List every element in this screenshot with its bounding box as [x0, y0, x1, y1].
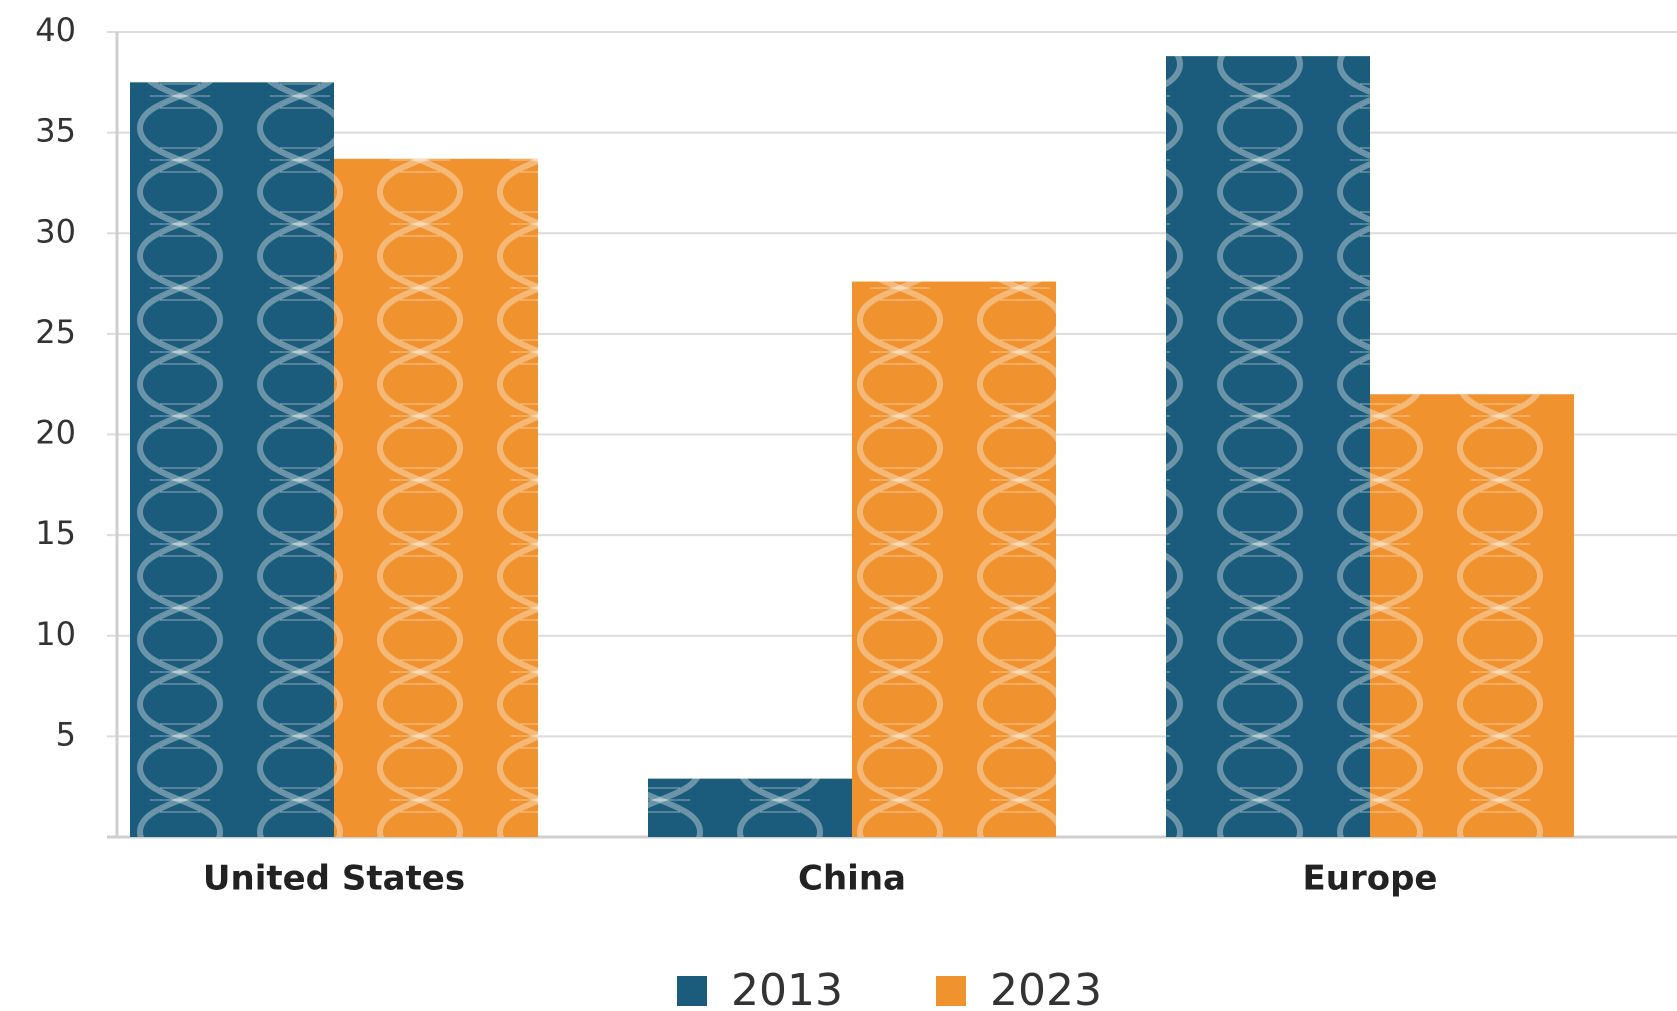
y-tick-label: 20	[35, 414, 76, 452]
bar-pattern	[648, 778, 852, 837]
bar-pattern	[130, 82, 334, 837]
x-tick-label: United States	[203, 859, 465, 899]
bar-pattern	[1370, 394, 1574, 837]
y-tick-label: 40	[35, 11, 76, 49]
bar-pattern	[1166, 56, 1370, 837]
x-tick-label: China	[798, 859, 906, 899]
legend-label: 2023	[990, 965, 1102, 1011]
y-tick-label: 10	[35, 615, 76, 653]
y-tick-label: 5	[56, 715, 76, 753]
legend-swatch	[936, 976, 966, 1006]
legend-swatch	[677, 976, 707, 1006]
x-tick-label: Europe	[1303, 859, 1438, 899]
y-tick-label: 35	[35, 112, 76, 150]
legend-label: 2013	[731, 965, 843, 1011]
y-tick-label: 15	[35, 514, 76, 552]
bar-pattern	[852, 281, 1056, 837]
y-tick-label: 30	[35, 212, 76, 250]
y-tick-label: 25	[35, 313, 76, 351]
bar-pattern	[334, 158, 538, 838]
